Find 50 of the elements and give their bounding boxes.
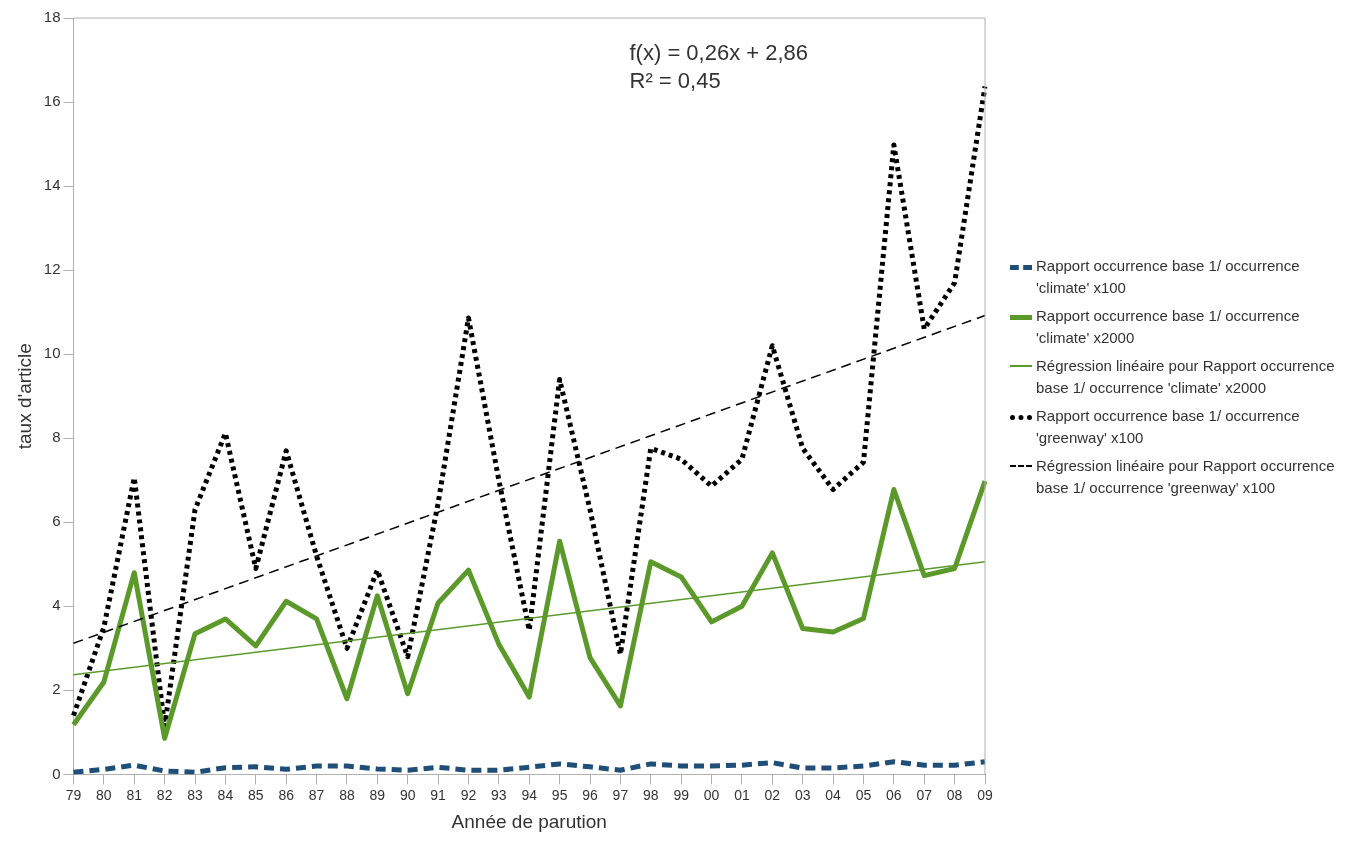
x-tick-label: 86 (278, 786, 295, 803)
x-tick-label: 97 (612, 786, 629, 803)
x-tick-label: 02 (764, 786, 781, 803)
x-tick-label: 85 (248, 786, 264, 803)
x-tick-label: 89 (369, 786, 386, 803)
x-axis-title: Année de parution (451, 810, 607, 832)
x-tick-label: 84 (217, 786, 234, 803)
x-tick-label: 82 (156, 786, 173, 803)
x-tick-label: 79 (65, 786, 82, 803)
x-tick-label: 09 (977, 786, 993, 803)
y-tick-label: 0 (52, 764, 61, 782)
legend-label: Rapport occurrence base 1/ occurrence 'climate' x100 (1036, 256, 1301, 298)
annotation: f(x) = 0,26x + 2,86 (629, 40, 809, 66)
x-tick-label: 83 (187, 786, 204, 803)
x-tick-label: 00 (703, 786, 720, 803)
x-tick-label: 80 (96, 786, 112, 803)
x-tick-label: 01 (734, 786, 750, 803)
annotation: R² = 0,45 (629, 68, 721, 94)
x-tick-label: 99 (673, 786, 690, 803)
x-tick-label: 90 (399, 786, 416, 803)
legend-label: Rapport occurrence base 1/ occurrence 'greenway' x100 (1036, 406, 1301, 448)
legend-label: Régression linéaire pour Rapport occurrence base 1/ occurrence 'greenway' x100 (1036, 456, 1336, 498)
x-tick-label: 08 (946, 786, 963, 803)
x-tick-label: 96 (582, 786, 599, 803)
y-tick-label: 14 (43, 176, 61, 194)
x-tick-label: 95 (551, 786, 568, 803)
x-tick-label: 04 (825, 786, 842, 803)
x-tick-label: 93 (491, 786, 507, 803)
y-tick-label: 2 (52, 680, 61, 698)
y-tick-label: 8 (52, 428, 61, 446)
x-tick-label: 05 (855, 786, 872, 803)
y-tick-label: 6 (52, 512, 61, 530)
x-tick-label: 91 (430, 786, 447, 803)
x-tick-label: 92 (460, 786, 477, 803)
y-tick-label: 18 (43, 8, 61, 26)
y-axis-title: taux d'article (13, 343, 35, 450)
x-tick-label: 06 (886, 786, 902, 803)
x-tick-label: 87 (308, 786, 325, 803)
x-tick-label: 81 (126, 786, 143, 803)
x-tick-label: 88 (339, 786, 355, 803)
legend-label: Régression linéaire pour Rapport occurrence base 1/ occurrence 'climate' x2000 (1036, 356, 1336, 398)
y-tick-label: 10 (43, 344, 61, 362)
x-tick-label: 94 (521, 786, 538, 803)
x-tick-label: 98 (642, 786, 659, 803)
legend-label: Rapport occurrence base 1/ occurrence 'climate' x2000 (1036, 306, 1301, 348)
x-tick-label: 03 (794, 786, 811, 803)
y-tick-label: 12 (43, 260, 61, 278)
x-tick-label: 07 (916, 786, 933, 803)
y-tick-label: 16 (43, 92, 61, 110)
y-tick-label: 4 (52, 596, 61, 614)
